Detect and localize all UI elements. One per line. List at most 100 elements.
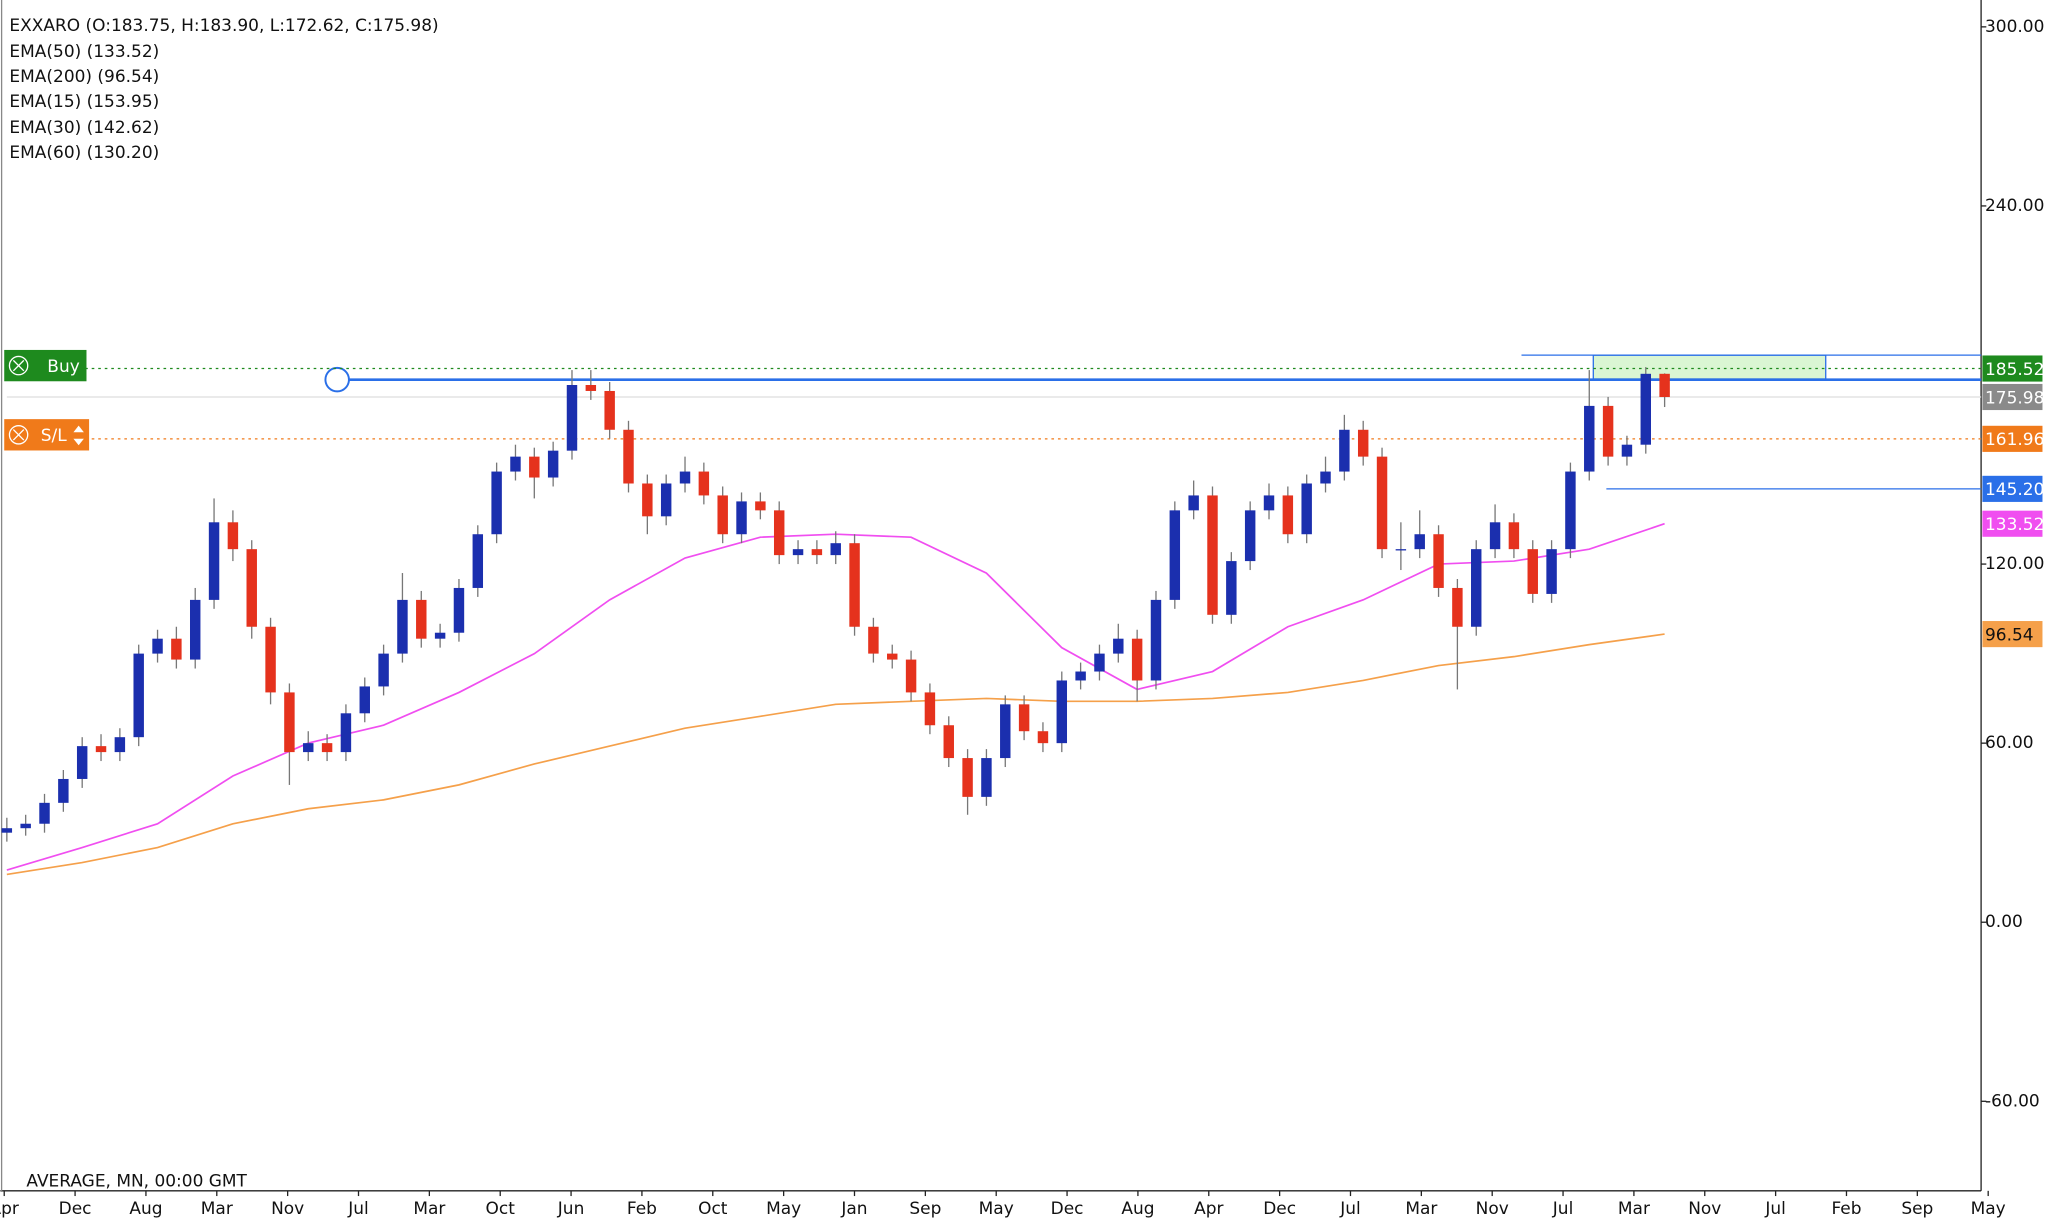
legend-entry: EMA(30) (142.62) [9, 118, 159, 138]
x-tick-label: Dec [1051, 1199, 1084, 1219]
x-tick-label: May [979, 1199, 1014, 1219]
candle-body [227, 522, 239, 550]
x-tick-label: Jul [1552, 1199, 1573, 1219]
candle-body [1226, 561, 1237, 615]
candle-body [585, 385, 597, 391]
candle-body [1113, 638, 1124, 654]
level-label: 96.54 [1985, 625, 2034, 645]
x-tick-label: Jul [1339, 1199, 1360, 1219]
legend-entry: EMA(200) (96.54) [9, 67, 159, 87]
y-tick-label: 60.00 [1985, 733, 2034, 753]
candle-body [1037, 731, 1049, 744]
x-tick-label: Dec [1263, 1199, 1296, 1219]
candle-body [171, 638, 182, 660]
candle-body [773, 510, 785, 556]
candle-body [1339, 429, 1350, 472]
target-box [1592, 354, 1827, 380]
level-label: 161.96 [1985, 430, 2044, 450]
plot: -60.00 0.00 60.00 120.00 240.00 300.00 Apr Dec A… [0, 17, 2044, 1219]
candle-body [1357, 429, 1369, 457]
candle-body [679, 471, 691, 484]
x-tick-label: Oct [698, 1199, 728, 1219]
candle-body [1584, 405, 1595, 472]
candle-body [887, 653, 898, 660]
candle-body [962, 758, 973, 797]
x-tick-label: Jan [840, 1199, 867, 1219]
x-tick-label: Jun [557, 1199, 585, 1219]
candle-body [604, 390, 615, 430]
candle-body [1640, 373, 1652, 445]
candle-body [1508, 522, 1520, 550]
level-label: 175.98 [1985, 388, 2044, 408]
x-tick-label: Nov [271, 1199, 304, 1219]
candle-body [1659, 373, 1670, 398]
level-tag [1982, 475, 2043, 502]
candle-body [1282, 495, 1294, 535]
candle-body [623, 429, 634, 484]
candle-body [1433, 534, 1444, 588]
candle-body [39, 802, 50, 824]
y-tick-label: 0.00 [1985, 912, 2023, 932]
candle-body [321, 743, 333, 753]
sl-label[interactable]: S/L [41, 426, 67, 446]
x-tick-label: Aug [1121, 1199, 1154, 1219]
candle-body [868, 626, 879, 654]
candle-body [189, 599, 201, 660]
candle-body [1018, 704, 1030, 732]
candle-body [510, 456, 521, 472]
x-tick-label: Mar [1618, 1199, 1650, 1219]
candle-body [529, 456, 540, 478]
x-tick-label: Nov [1688, 1199, 1721, 1219]
candle-body [981, 758, 992, 797]
candle-body [76, 746, 88, 779]
candle-body [736, 501, 747, 535]
candle-body [1207, 495, 1218, 615]
candle-body [1301, 483, 1312, 535]
candle-body [303, 743, 314, 753]
candle-body [359, 686, 370, 714]
candle-body [811, 549, 823, 556]
candle-body [472, 534, 484, 588]
candle-body [1376, 456, 1388, 550]
x-tick-label: Jul [347, 1199, 368, 1219]
candle-body [1094, 653, 1105, 672]
level-label: 145.20 [1985, 480, 2044, 500]
candle-body [566, 385, 578, 451]
candle-body [698, 471, 710, 496]
x-tick-label: Jul [1764, 1199, 1785, 1219]
candle-body [1621, 444, 1633, 457]
candle-body [924, 692, 936, 726]
x-tick-label: Sep [1901, 1199, 1933, 1219]
candle-body [1602, 405, 1614, 457]
sl-button[interactable]: S/L [4, 419, 90, 451]
buy-button[interactable]: Buy [4, 349, 87, 382]
candle-body [547, 450, 559, 478]
level-tag [1982, 425, 2043, 452]
candle-body [397, 599, 408, 654]
x-tick-label: May [766, 1199, 801, 1219]
legend-entry: EMA(50) (133.52) [9, 42, 159, 62]
x-tick-label: Aug [129, 1199, 162, 1219]
level-tag [1982, 621, 2043, 648]
x-tick-label: Mar [1405, 1199, 1437, 1219]
candle-body [152, 638, 163, 654]
x-tick-label: Mar [413, 1199, 445, 1219]
x-tick-label: Nov [1476, 1199, 1509, 1219]
candle-body [1169, 510, 1181, 600]
candle-body [265, 626, 276, 693]
legend-entry: EMA(60) (130.20) [9, 143, 159, 163]
candle-body [284, 692, 295, 753]
x-tick-label: Mar [201, 1199, 233, 1219]
candle-body [1, 828, 13, 833]
candle-body [792, 549, 804, 556]
y-tick-label: 240.00 [1985, 196, 2044, 216]
candle-body [830, 543, 841, 556]
candle-body [642, 483, 653, 517]
buy-label[interactable]: Buy [47, 357, 79, 377]
candle-body [1546, 549, 1557, 594]
candle-body [905, 659, 917, 693]
candle-body [1452, 587, 1463, 627]
level-label: 185.52 [1985, 360, 2044, 380]
candle-body [1414, 534, 1425, 550]
candle-body [95, 746, 107, 753]
